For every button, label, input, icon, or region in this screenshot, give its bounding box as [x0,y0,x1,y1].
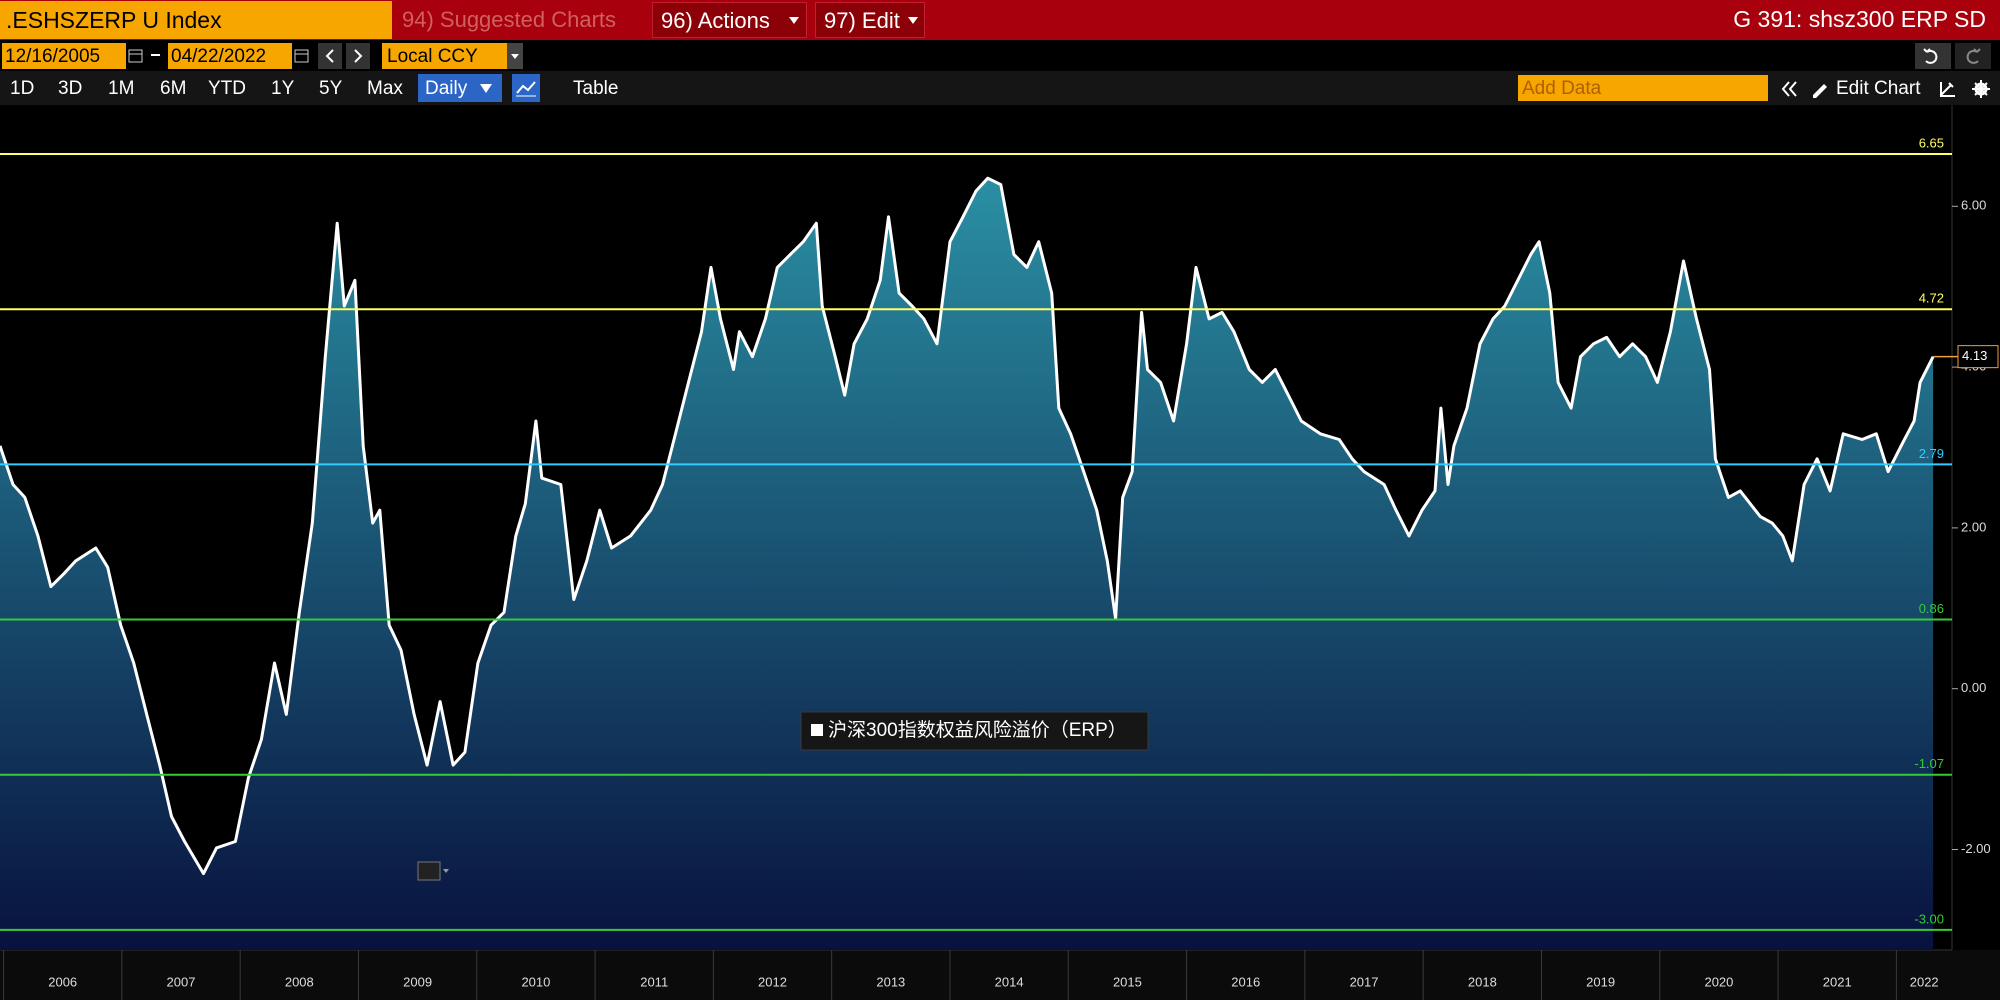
edit-button[interactable]: 97) Edit [815,2,925,38]
reference-label: -1.07 [1914,756,1944,771]
reference-label: 4.72 [1919,291,1944,306]
edit-icons[interactable] [1780,79,1830,99]
undo-redo[interactable] [1915,43,1995,69]
x-tick-label: 2008 [285,974,314,989]
start-date-field[interactable]: 12/16/2005 [2,43,126,69]
x-tick-label: 2014 [995,974,1024,989]
calendar-icon[interactable] [294,48,310,64]
table-button[interactable]: Table [573,78,619,99]
range-bar: 1D 3D 1M 6M YTD 1Y 5Y Max Daily Table Ad… [0,71,2000,105]
reference-label: 2.79 [1919,446,1944,461]
x-tick-label: 2022 [1910,974,1939,989]
chart: 6.654.722.790.86-1.07-3.006.004.002.000.… [0,105,2000,1000]
area-fill [0,178,1934,950]
title-bar: .ESHSZERP U Index 94) Suggested Charts 9… [0,0,2000,40]
dropdown-arrow [480,84,492,93]
x-tick-label: 2006 [48,974,77,989]
dropdown-arrow [908,17,918,24]
x-tick-label: 2019 [1586,974,1615,989]
end-date-field[interactable]: 04/22/2022 [168,43,292,69]
currency-dropdown[interactable] [507,43,523,69]
x-tick-label: 2017 [1350,974,1379,989]
chart-options-icon [417,861,441,881]
add-data: Add Data [1522,78,1602,99]
actions-button[interactable]: 96) Actions [652,2,807,38]
last-value-box [1957,345,1999,369]
dropdown-arrow [789,17,799,24]
x-tick-label: 2020 [1704,974,1733,989]
x-axis-strip [0,950,2000,1000]
series-line [0,176,1935,876]
date-bar: 12/16/2005 04/22/2022 Local CCY [0,40,2000,71]
period-arrows[interactable] [318,43,370,69]
x-tick-label: 2010 [521,974,550,989]
reference-label: 6.65 [1919,135,1944,150]
end-date: 04/22/2022 [171,46,267,67]
range-button[interactable]: 3D [58,78,83,99]
start-date: 12/16/2005 [5,46,101,67]
reference-label: 0.86 [1919,601,1944,616]
y-tick-label: -2.00 [1961,841,1991,856]
legend [800,711,1149,751]
frequency: Daily [425,78,468,99]
x-tick-label: 2021 [1823,974,1852,989]
range-button[interactable]: 6M [160,78,187,99]
x-tick-label: 2016 [1231,974,1260,989]
ticker: .ESHSZERP U Index [6,7,222,33]
chart-options-arrow [443,869,449,873]
calendar-icon[interactable] [128,48,144,64]
y-tick-label: 6.00 [1961,198,1986,213]
x-tick-label: 2009 [403,974,432,989]
actions-label: 96) Actions [661,8,770,33]
suggested-charts[interactable]: 94) Suggested Charts [402,7,617,32]
x-tick-label: 2018 [1468,974,1497,989]
legend-label: 沪深300指数权益风险溢价（ERP） [828,719,1127,741]
x-tick-label: 2012 [758,974,787,989]
legend-swatch [811,724,823,736]
settings-icons[interactable] [1938,78,1998,100]
y-tick-label: 0.00 [1961,680,1986,695]
range-button[interactable]: Max [367,78,403,99]
chart-type-button[interactable] [512,74,540,102]
currency: Local CCY [387,46,478,67]
edit-label: 97) Edit [824,8,900,33]
currency-field[interactable]: Local CCY [382,43,507,69]
reference-label: -3.00 [1914,911,1944,926]
frequency-button[interactable]: Daily [418,74,502,102]
range-button[interactable]: 5Y [319,78,343,99]
x-tick-label: 2015 [1113,974,1142,989]
edit-chart-button[interactable]: Edit Chart [1836,78,1921,99]
range-button[interactable]: 1M [108,78,135,99]
range-button[interactable]: YTD [208,78,246,99]
ticker-field[interactable]: .ESHSZERP U Index [0,1,392,39]
y-tick-label: 2.00 [1961,519,1986,534]
date-separator [151,54,160,56]
x-tick-label: 2013 [876,974,905,989]
add-data-field[interactable]: Add Data [1518,75,1768,101]
x-tick-label: 2011 [640,974,668,989]
page-title: G 391: shsz300 ERP SD [1733,6,1986,32]
last-value-label: 4.13 [1962,348,1987,363]
range-button[interactable]: 1Y [271,78,295,99]
range-button[interactable]: 1D [10,78,35,99]
x-tick-label: 2007 [167,974,196,989]
